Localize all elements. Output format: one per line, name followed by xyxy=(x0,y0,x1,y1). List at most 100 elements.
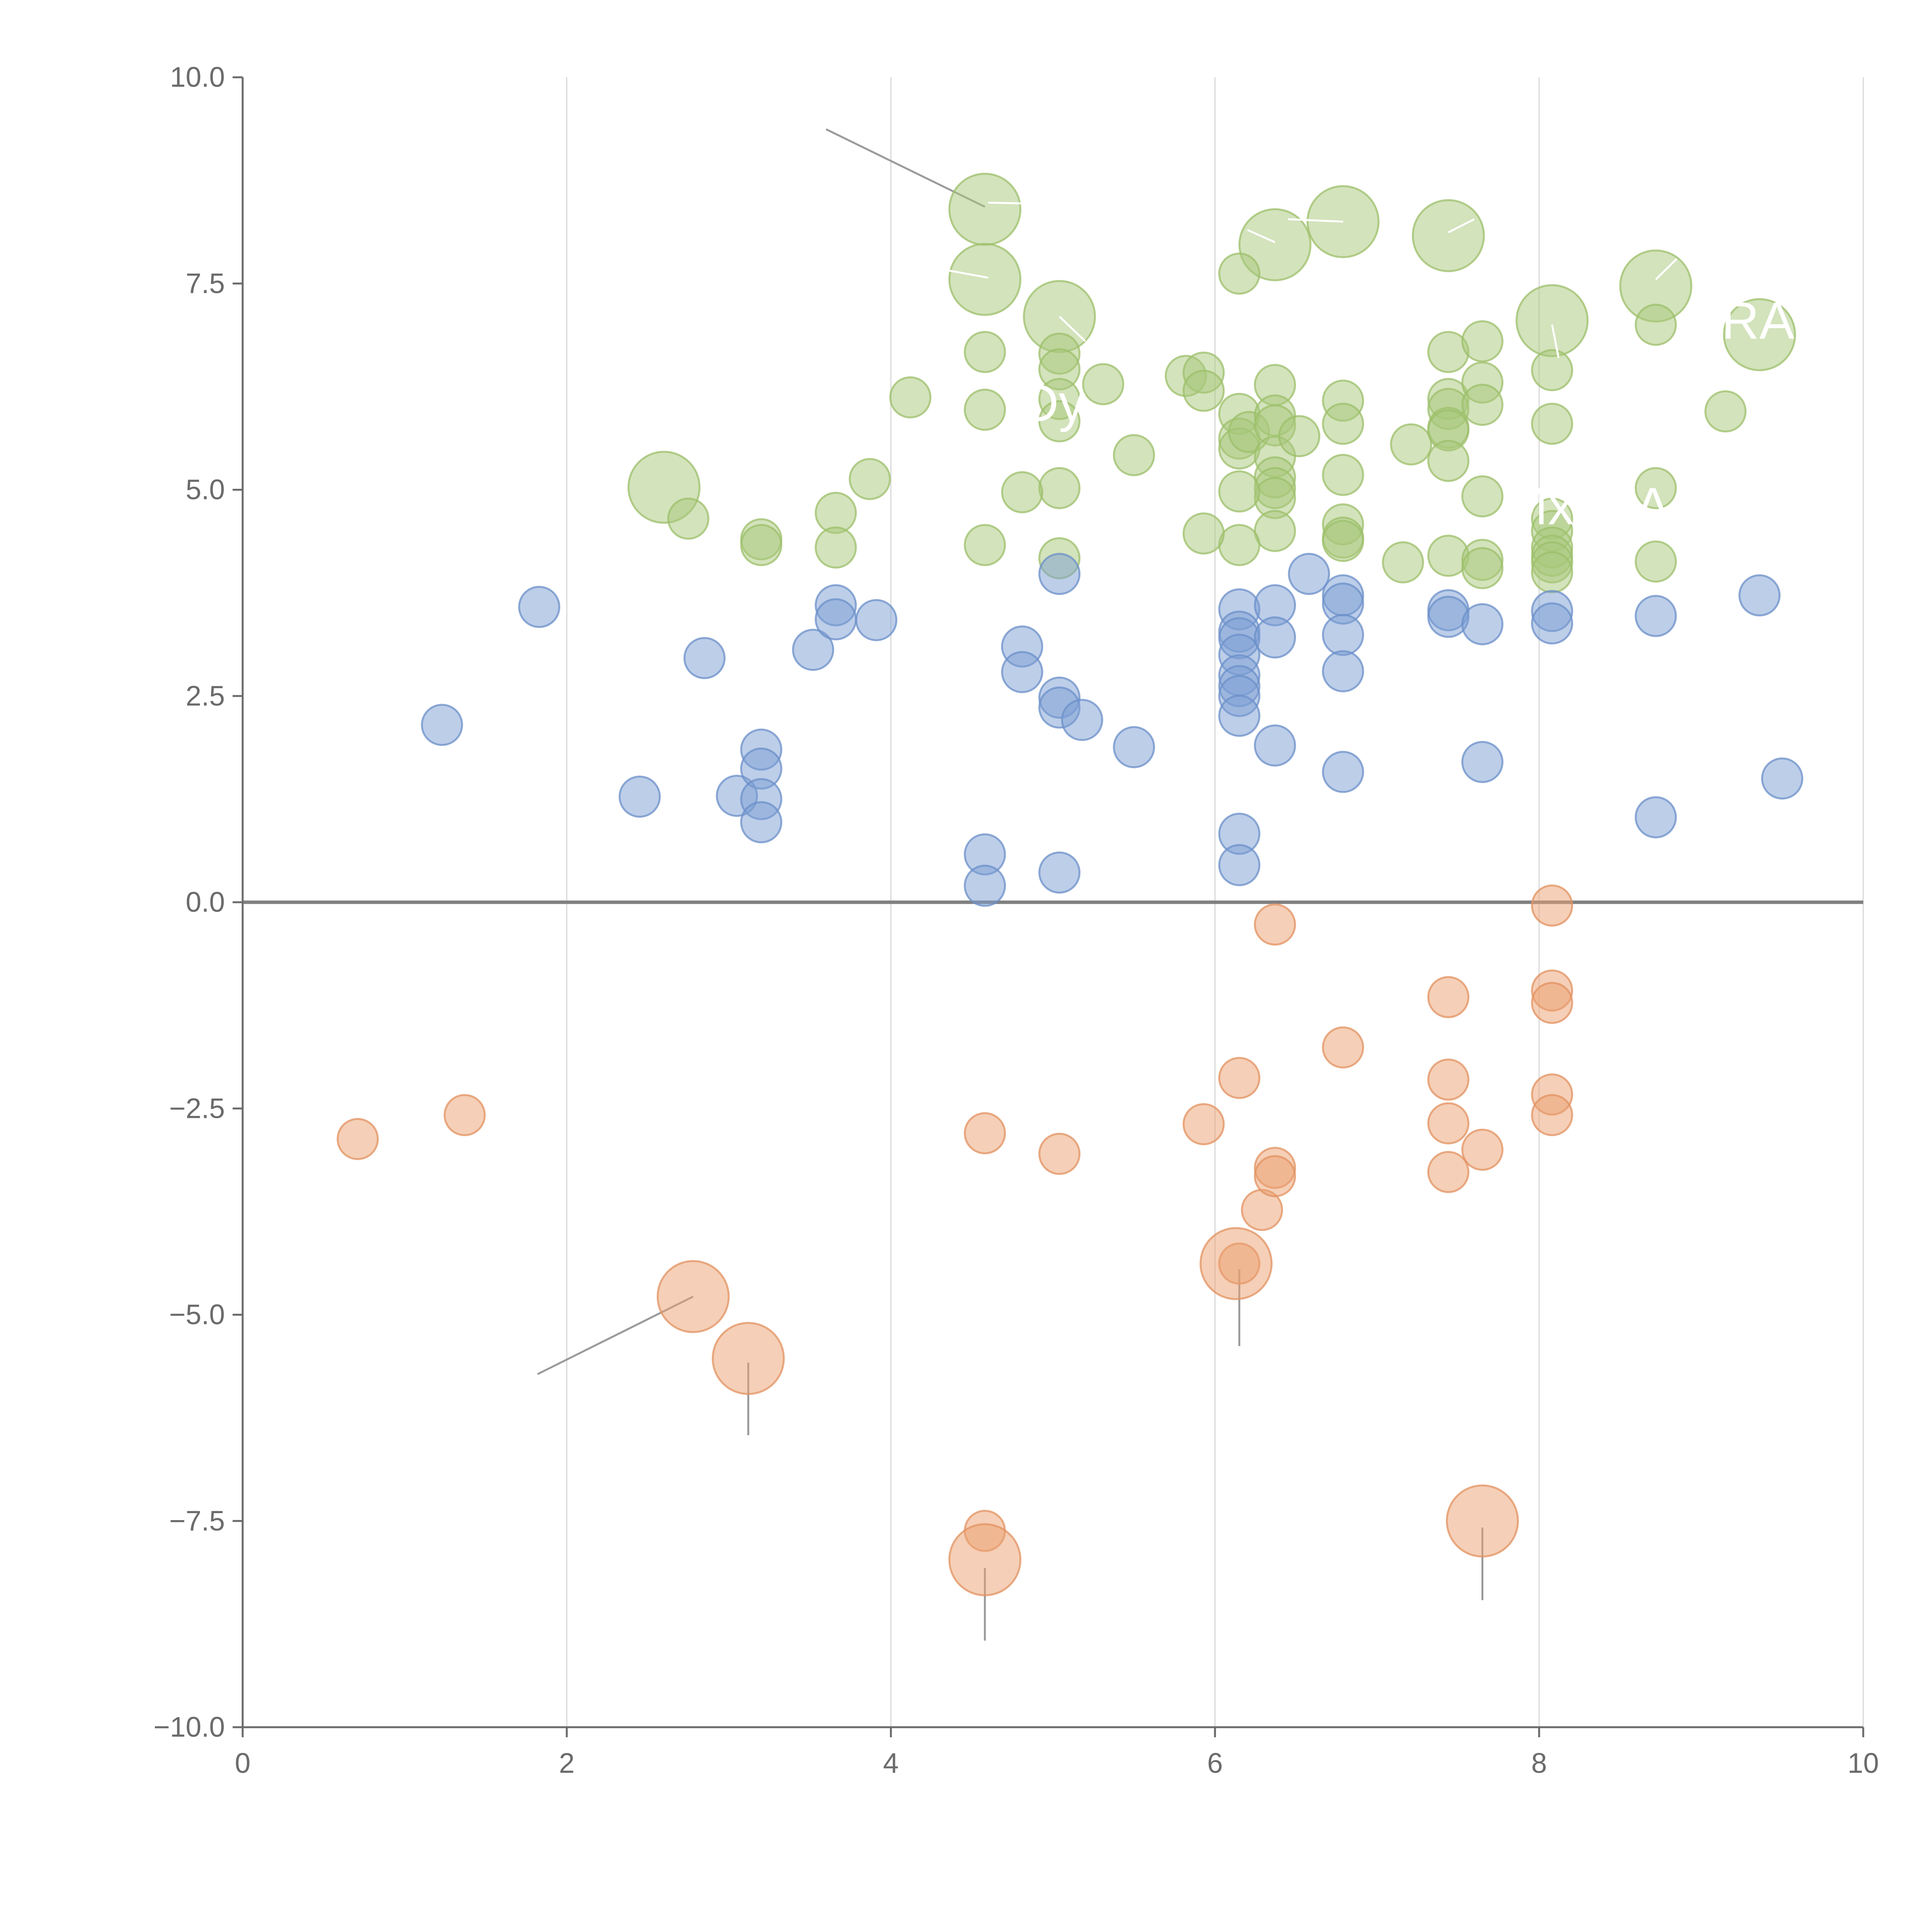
point-blue-3 xyxy=(683,637,726,679)
point-orange-11 xyxy=(1199,1227,1273,1300)
point-green-44 xyxy=(1113,434,1155,476)
point-green-37 xyxy=(1322,454,1364,496)
leader-line-7 xyxy=(907,262,988,279)
point-orange-20 xyxy=(1427,1151,1469,1193)
point-orange-9 xyxy=(1218,1057,1260,1099)
point-orange-27 xyxy=(1531,1094,1573,1136)
point-orange-0 xyxy=(337,1118,379,1160)
point-orange-17 xyxy=(1427,976,1469,1019)
point-green-10 xyxy=(1218,252,1260,295)
data-points xyxy=(337,173,1803,1597)
point-green-80 xyxy=(1634,540,1677,583)
y-tick-label-2: 5.0 xyxy=(186,474,225,505)
point-orange-22 xyxy=(1446,1484,1519,1558)
leader-line-9 xyxy=(1247,229,1276,243)
point-blue-9 xyxy=(792,629,834,671)
point-orange-18 xyxy=(1427,1058,1469,1101)
point-blue-44 xyxy=(1461,603,1503,646)
point-blue-11 xyxy=(815,598,857,641)
point-green-51 xyxy=(815,526,857,569)
point-blue-2 xyxy=(619,776,661,818)
point-blue-39 xyxy=(1322,614,1364,656)
point-orange-16 xyxy=(1322,1026,1364,1069)
point-orange-21 xyxy=(1461,1129,1503,1171)
x-tick-label-5: 10 xyxy=(1847,1748,1879,1779)
point-green-81 xyxy=(1704,390,1747,433)
y-tick-label-3: 2.5 xyxy=(186,680,225,712)
point-blue-48 xyxy=(1634,595,1677,637)
point-green-16 xyxy=(889,376,932,418)
point-blue-45 xyxy=(1461,741,1503,783)
leader-lines-dark xyxy=(537,128,1483,1641)
point-blue-50 xyxy=(1738,574,1781,617)
point-orange-8 xyxy=(1182,1103,1225,1145)
point-blue-41 xyxy=(1322,751,1364,793)
annotations: Dy RA Mx A xyxy=(1021,291,1794,535)
point-blue-14 xyxy=(964,864,1006,907)
point-orange-4 xyxy=(964,1112,1006,1155)
annotation-label-2: Mx xyxy=(1504,477,1574,536)
leader-line-13 xyxy=(1655,258,1678,280)
point-green-61 xyxy=(1427,440,1469,482)
y-tick-label-5: −2.5 xyxy=(169,1093,225,1124)
point-blue-32 xyxy=(1218,844,1260,886)
point-green-70 xyxy=(1531,349,1573,391)
y-tick-label-1: 7.5 xyxy=(186,268,225,299)
point-green-42 xyxy=(1218,524,1260,566)
x-tick-label-1: 2 xyxy=(559,1748,575,1779)
leader-line-8 xyxy=(1059,316,1086,342)
point-green-18 xyxy=(1038,400,1081,442)
y-tick-label-7: −7.5 xyxy=(169,1505,225,1537)
x-tick-label-4: 8 xyxy=(1531,1748,1547,1779)
y-tick-label-6: −5.0 xyxy=(169,1299,225,1330)
point-green-67 xyxy=(1461,475,1503,518)
point-green-14 xyxy=(1082,363,1124,405)
point-blue-16 xyxy=(1001,651,1043,693)
annotation-label-3: A xyxy=(1635,477,1670,536)
point-blue-51 xyxy=(1761,757,1803,800)
point-blue-1 xyxy=(518,586,561,628)
point-green-1 xyxy=(948,243,1022,316)
point-green-21 xyxy=(1182,369,1225,412)
annotation-label-1: RA xyxy=(1721,291,1794,350)
point-orange-1 xyxy=(444,1094,486,1136)
point-blue-36 xyxy=(1288,553,1330,595)
point-orange-2 xyxy=(656,1260,730,1333)
point-orange-19 xyxy=(1427,1102,1469,1145)
point-orange-7 xyxy=(1038,1133,1081,1175)
point-blue-49 xyxy=(1634,796,1677,838)
point-green-40 xyxy=(1322,520,1364,562)
leader-line-12 xyxy=(1551,325,1560,358)
point-blue-0 xyxy=(421,704,463,746)
point-orange-3 xyxy=(712,1322,785,1395)
point-orange-25 xyxy=(1531,981,1573,1024)
point-blue-40 xyxy=(1322,650,1364,692)
point-green-34 xyxy=(1278,415,1320,457)
point-green-5 xyxy=(1412,199,1485,272)
point-green-79 xyxy=(1634,467,1677,509)
point-blue-8 xyxy=(740,801,782,844)
point-green-48 xyxy=(964,524,1006,566)
point-green-63 xyxy=(1382,541,1424,583)
point-orange-13 xyxy=(1254,903,1296,946)
leader-line-10 xyxy=(1288,218,1343,223)
point-orange-15 xyxy=(1254,1155,1296,1197)
point-green-66 xyxy=(1461,384,1503,426)
point-blue-47 xyxy=(1531,602,1573,645)
point-blue-17 xyxy=(1038,553,1081,595)
point-green-36 xyxy=(1322,403,1364,445)
point-blue-21 xyxy=(1061,699,1103,741)
point-green-71 xyxy=(1531,403,1573,445)
annotation-label-0: Dy xyxy=(1021,374,1085,432)
point-orange-6 xyxy=(948,1523,1022,1597)
point-green-8 xyxy=(1723,298,1796,371)
point-green-6 xyxy=(1515,284,1589,357)
point-green-69 xyxy=(1461,547,1503,589)
x-tick-label-2: 4 xyxy=(883,1748,899,1779)
point-blue-12 xyxy=(855,599,898,641)
point-green-77 xyxy=(1531,551,1573,594)
x-tick-label-0: 0 xyxy=(235,1748,251,1779)
axes: 10.0 7.5 5.0 2.5 0.0 −2.5 −5.0 −7.5 −10.0 0 2 4 6 8 10 xyxy=(153,62,1879,1779)
x-tick-label-3: 6 xyxy=(1207,1748,1223,1779)
